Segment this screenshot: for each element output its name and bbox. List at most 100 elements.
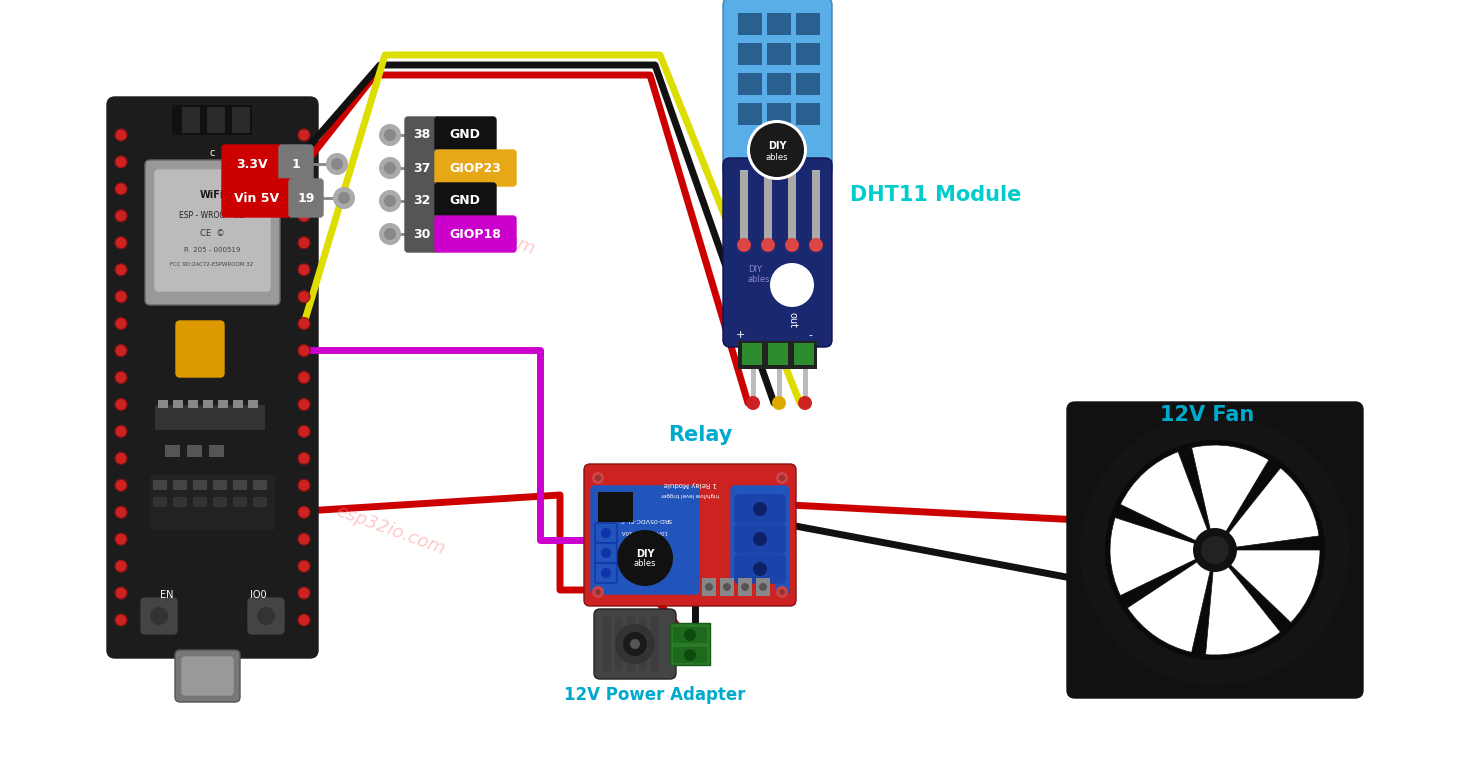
Bar [615,617,623,671]
Bar [173,480,186,490]
Circle shape [115,156,127,168]
Bar [768,43,791,65]
Circle shape [297,129,311,141]
Bar [603,617,611,671]
Circle shape [771,263,813,307]
Bar [651,617,660,671]
Circle shape [385,129,396,141]
Bar [253,480,268,490]
Text: GIOP18: GIOP18 [450,227,501,240]
Circle shape [600,568,611,578]
Bar [738,103,762,125]
Bar [738,341,816,369]
Bar [248,400,257,408]
Bar [803,369,808,399]
FancyBboxPatch shape [176,321,223,377]
Bar [217,400,228,408]
Circle shape [741,583,748,591]
FancyBboxPatch shape [222,145,282,183]
Bar [192,480,207,490]
Circle shape [115,372,127,384]
Circle shape [799,396,812,410]
Circle shape [115,237,127,249]
Circle shape [615,624,655,664]
FancyBboxPatch shape [723,158,833,347]
Circle shape [115,398,127,410]
FancyBboxPatch shape [723,0,833,177]
Bar [192,497,207,507]
Bar [253,497,268,507]
Wedge shape [1111,517,1201,596]
Bar [768,343,788,365]
Circle shape [379,157,401,179]
Circle shape [379,124,401,146]
Circle shape [297,560,311,572]
Circle shape [115,345,127,356]
Bar [152,497,167,507]
Circle shape [600,548,611,558]
Text: CE  ©: CE © [200,228,225,237]
Text: 19: 19 [297,192,315,204]
Circle shape [115,587,127,599]
Bar [765,170,772,245]
Text: high/low level trigger: high/low level trigger [661,491,719,497]
Bar [738,13,762,35]
Bar [203,400,213,408]
FancyBboxPatch shape [106,97,318,658]
Text: GND: GND [450,195,481,208]
Text: Relay: Relay [669,425,732,445]
Circle shape [297,587,311,599]
Text: Vin 5V: Vin 5V [235,192,280,204]
Circle shape [297,210,311,222]
Bar [742,343,762,365]
Circle shape [115,506,127,518]
Circle shape [115,452,127,465]
FancyBboxPatch shape [595,543,617,563]
Bar [188,400,198,408]
Circle shape [115,479,127,491]
Circle shape [385,162,396,174]
Circle shape [592,586,603,598]
Circle shape [759,583,768,591]
Circle shape [115,317,127,330]
Text: 12V Power Adapter: 12V Power Adapter [565,686,745,704]
Circle shape [297,345,311,356]
Circle shape [809,238,822,252]
Wedge shape [1205,562,1281,655]
FancyBboxPatch shape [280,145,314,183]
Text: out: out [787,312,797,328]
Text: 1: 1 [291,157,300,170]
Text: -: - [808,330,812,340]
Bar [182,107,200,133]
FancyBboxPatch shape [435,183,495,219]
Text: 12V Fan: 12V Fan [1160,405,1254,425]
Circle shape [723,583,731,591]
Text: 3.3V: 3.3V [237,157,268,170]
Circle shape [297,479,311,491]
Circle shape [683,649,697,661]
Circle shape [297,264,311,275]
Circle shape [779,589,785,595]
Bar [213,480,226,490]
Circle shape [297,614,311,626]
Circle shape [385,228,396,240]
Circle shape [379,190,401,212]
Bar [627,617,634,671]
Text: c: c [210,148,214,158]
Circle shape [257,607,275,625]
Circle shape [776,586,788,598]
Text: EN: EN [160,590,173,600]
FancyBboxPatch shape [735,495,785,523]
Circle shape [293,175,303,185]
Circle shape [683,629,697,641]
Circle shape [115,291,127,303]
Circle shape [705,583,713,591]
Text: FCC 9D:2AC72-ESPWROOM 32: FCC 9D:2AC72-ESPWROOM 32 [170,262,253,268]
Text: ables: ables [766,153,788,163]
Bar [794,343,813,365]
Bar [213,497,226,507]
Circle shape [1105,440,1325,660]
Circle shape [115,183,127,195]
Text: 10A 300VAC 10A: 10A 300VAC 10A [621,530,669,535]
Circle shape [115,210,127,222]
